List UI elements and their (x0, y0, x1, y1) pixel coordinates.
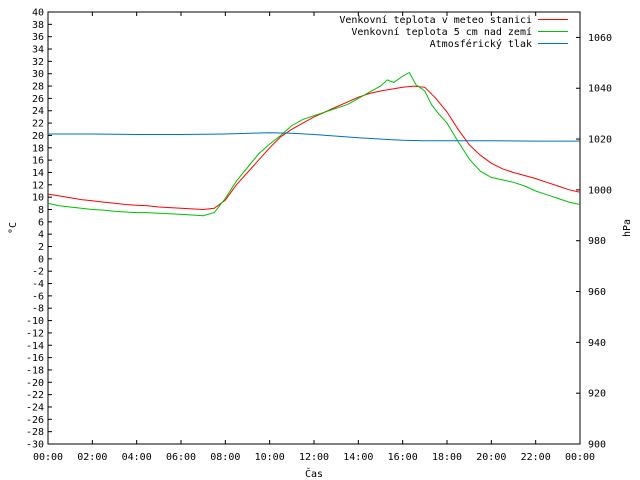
y-tick-label: -30 (26, 440, 44, 451)
y-tick-label: 2 (38, 242, 44, 253)
y2-tick-label: 1040 (588, 84, 612, 95)
y2-tick-label: 900 (588, 440, 606, 451)
y-tick-label: 36 (32, 32, 44, 43)
y-tick-label: -18 (26, 365, 44, 376)
x-tick-label: 22:00 (521, 452, 551, 463)
x-tick-label: 14:00 (343, 452, 373, 463)
y-tick-label: -22 (26, 390, 44, 401)
y-tick-label: 32 (32, 57, 44, 68)
y-tick-label: 26 (32, 94, 44, 105)
y-tick-label: 20 (32, 131, 44, 142)
series-line-2 (47, 71, 581, 217)
y2-tick-label: 940 (588, 338, 606, 349)
y-tick-label: 12 (32, 180, 44, 191)
legend-label-2: Venkovní teplota 5 cm nad zemí (351, 26, 532, 38)
y2-tick-label: 920 (588, 389, 606, 400)
x-tick-label: 04:00 (122, 452, 152, 463)
x-tick-label: 20:00 (476, 452, 506, 463)
y-tick-label: 22 (32, 119, 44, 130)
x-tick-label: 00:00 (565, 452, 595, 463)
x-tick-label: 16:00 (388, 452, 418, 463)
y-tick-label: -20 (26, 378, 44, 389)
y-tick-label: -26 (26, 415, 44, 426)
y-tick-label: -16 (26, 353, 44, 364)
y-tick-label: 40 (32, 8, 44, 19)
y2-tick-label: 1060 (588, 33, 612, 44)
series-line-1 (47, 85, 581, 211)
x-tick-label: 06:00 (166, 452, 196, 463)
y2-tick-label: 980 (588, 236, 606, 247)
y2-tick-label: 1000 (588, 185, 612, 196)
y-tick-label: -2 (32, 267, 44, 278)
y-tick-label: -12 (26, 328, 44, 339)
legend-label-1: Venkovní teplota v meteo stanici (339, 14, 532, 26)
x-tick-label: 00:00 (33, 452, 63, 463)
x-tick-label: 08:00 (210, 452, 240, 463)
x-tick-label: 12:00 (299, 452, 329, 463)
legend: Venkovní teplota v meteo staniciVenkovní… (339, 14, 568, 50)
series-lines (47, 71, 581, 217)
y2-axis-label: hPa (622, 219, 633, 237)
y-tick-label: -6 (32, 291, 44, 302)
y-tick-label: 34 (32, 45, 44, 56)
y-tick-label: 18 (32, 143, 44, 154)
y2-axis-ticks: 900 920 940 960 980 1000 1020 1040 1060 (576, 33, 612, 451)
y-tick-label: -28 (26, 427, 44, 438)
y-tick-label: -24 (26, 402, 44, 413)
y-tick-label: 16 (32, 156, 44, 167)
x-tick-label: 02:00 (77, 452, 107, 463)
y-tick-label: 10 (32, 193, 44, 204)
y-tick-label: -8 (32, 304, 44, 315)
y-tick-label: -4 (32, 279, 44, 290)
x-axis-ticks: 00:00 02:00 04:00 06:00 08:00 10:00 12:00 14:00… (33, 12, 595, 463)
legend-label-3: Atmosférický tlak (430, 38, 532, 50)
y2-tick-label: 960 (588, 287, 606, 298)
y-tick-label: 38 (32, 20, 44, 31)
y-tick-label: 24 (32, 106, 44, 117)
y-tick-label: -10 (26, 316, 44, 327)
y-tick-label: 8 (38, 205, 44, 216)
plot-border (47, 11, 581, 445)
series-line-3 (48, 132, 580, 142)
y-tick-label: 4 (38, 230, 44, 241)
y-tick-label: 30 (32, 69, 44, 80)
y-axis-ticks: -30-28-26-24-22-20-18-16-14-12-10-8-6-4-… (26, 8, 52, 451)
y-axis-label: °C (8, 222, 19, 234)
y-tick-label: 6 (38, 217, 44, 228)
y-tick-label: 28 (32, 82, 44, 93)
x-tick-label: 10:00 (255, 452, 285, 463)
x-axis-label: Čas (305, 467, 323, 480)
y-tick-label: -14 (26, 341, 44, 352)
y2-tick-label: 1020 (588, 135, 612, 146)
y-tick-label: 0 (38, 254, 44, 265)
x-tick-label: 18:00 (432, 452, 462, 463)
y-tick-label: 14 (32, 168, 44, 179)
